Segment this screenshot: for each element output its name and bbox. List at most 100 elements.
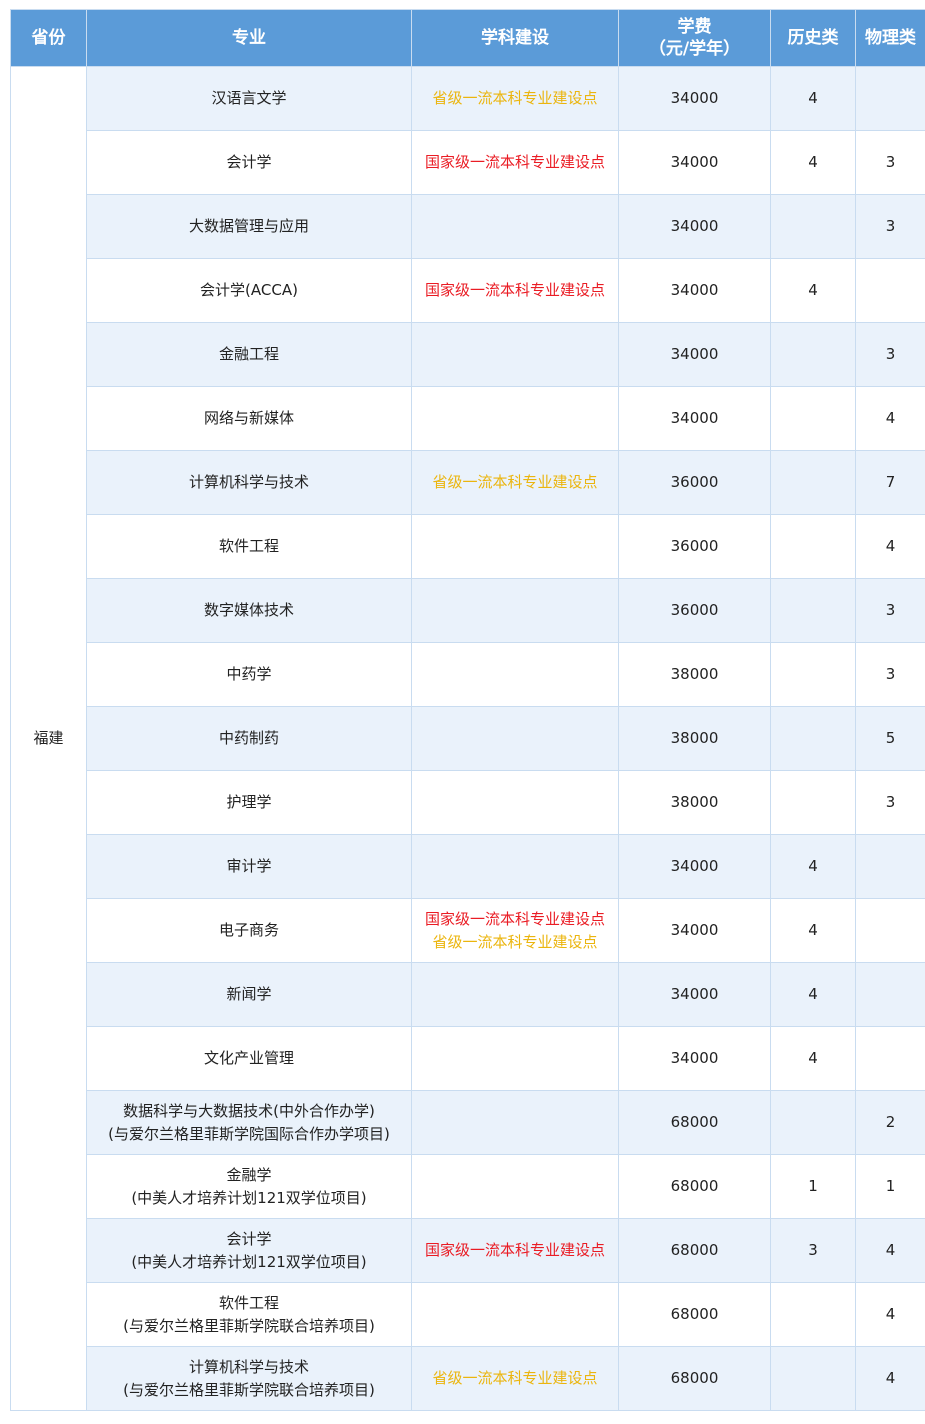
construction-text: 省级一流本科专业建设点: [432, 89, 598, 107]
table-row: 数据科学与大数据技术(中外合作办学) (与爱尔兰格里菲斯学院国际合作办学项目) 68…: [11, 1090, 925, 1155]
major-text: 审计学: [226, 857, 272, 875]
table-row: 会计学 国家级一流本科专业建设点 34000 4 3: [11, 130, 925, 195]
table-row: 中药制药 38000 5: [11, 706, 925, 771]
fee-text: 34000: [670, 921, 719, 939]
construction-cell: [411, 770, 619, 835]
physics-cell: 1: [855, 1154, 925, 1219]
major-text: 中药学: [226, 665, 272, 683]
fee-cell: 34000: [618, 322, 771, 387]
table-row: 会计学 (中美人才培养计划121双学位项目) 国家级一流本科专业建设点 68000 3 4: [11, 1218, 925, 1283]
table-row: 计算机科学与技术 (与爱尔兰格里菲斯学院联合培养项目) 省级一流本科专业建设点 680…: [11, 1346, 925, 1411]
major-cell: 软件工程 (与爱尔兰格里菲斯学院联合培养项目): [86, 1282, 412, 1347]
physics-text: 4: [885, 1369, 896, 1387]
table-row: 新闻学 34000 4: [11, 962, 925, 1027]
physics-cell: 3: [855, 578, 925, 643]
physics-text: 4: [885, 1241, 896, 1259]
construction-cell: 国家级一流本科专业建设点 省级一流本科专业建设点: [411, 898, 619, 963]
fee-text: 34000: [670, 985, 719, 1003]
construction-cell: [411, 386, 619, 451]
major-cell: 中药学: [86, 642, 412, 707]
major-cell: 电子商务: [86, 898, 412, 963]
construction-text: 国家级一流本科专业建设点: [424, 909, 605, 928]
table-row: 金融工程 34000 3: [11, 322, 925, 387]
table-row: 会计学(ACCA) 国家级一流本科专业建设点 34000 4: [11, 258, 925, 323]
physics-text: 3: [885, 345, 896, 363]
fee-cell: 36000: [618, 578, 771, 643]
history-text: 4: [808, 921, 818, 939]
header-cell: 学费 （元/学年）: [618, 9, 771, 67]
major-cell: 金融工程: [86, 322, 412, 387]
major-text: 会计学: [226, 1229, 272, 1248]
history-cell: 4: [770, 834, 856, 899]
major-text: (与爱尔兰格里菲斯学院国际合作办学项目): [108, 1124, 390, 1143]
physics-cell: 4: [855, 1218, 925, 1283]
construction-cell: [411, 1026, 619, 1091]
major-cell: 新闻学: [86, 962, 412, 1027]
physics-cell: 5: [855, 706, 925, 771]
fee-cell: 38000: [618, 706, 771, 771]
construction-cell: [411, 962, 619, 1027]
major-cell: 中药制药: [86, 706, 412, 771]
table-row: 金融学 (中美人才培养计划121双学位项目) 68000 1 1: [11, 1154, 925, 1219]
fee-cell: 68000: [618, 1090, 771, 1155]
physics-cell: 3: [855, 322, 925, 387]
major-cell: 金融学 (中美人才培养计划121双学位项目): [86, 1154, 412, 1219]
history-text: 4: [808, 89, 818, 107]
fee-text: 36000: [670, 601, 719, 619]
table-row: 数字媒体技术 36000 3: [11, 578, 925, 643]
fee-text: 38000: [670, 793, 719, 811]
physics-cell: 3: [855, 770, 925, 835]
major-cell: 汉语言文学: [86, 66, 412, 131]
history-cell: [770, 514, 856, 579]
construction-cell: [411, 322, 619, 387]
major-text: 计算机科学与技术: [188, 1357, 309, 1376]
major-text: 软件工程: [218, 537, 279, 555]
construction-cell: [411, 578, 619, 643]
major-text: 数据科学与大数据技术(中外合作办学): [123, 1101, 375, 1120]
history-cell: 4: [770, 1026, 856, 1091]
construction-cell: 国家级一流本科专业建设点: [411, 1218, 619, 1283]
fee-cell: 34000: [618, 66, 771, 131]
construction-text: 国家级一流本科专业建设点: [424, 281, 605, 299]
major-cell: 数字媒体技术: [86, 578, 412, 643]
history-cell: [770, 706, 856, 771]
header-cell: 省份: [10, 9, 87, 67]
fee-cell: 38000: [618, 642, 771, 707]
fee-text: 34000: [670, 857, 719, 875]
physics-text: 4: [885, 409, 896, 427]
physics-cell: 7: [855, 450, 925, 515]
header-text: 学科建设: [481, 28, 549, 48]
table-row: 网络与新媒体 34000 4: [11, 386, 925, 451]
construction-cell: [411, 1154, 619, 1219]
fee-table: 省份 专业 学科建设 学费 （元/学年） 历史类 物理类 福建 汉语言文学 省级一流本科专业建设…: [10, 9, 925, 1411]
major-text: 中药制药: [218, 729, 279, 747]
history-cell: 4: [770, 258, 856, 323]
fee-cell: 68000: [618, 1282, 771, 1347]
table-row: 大数据管理与应用 34000 3: [11, 194, 925, 259]
physics-cell: 3: [855, 130, 925, 195]
physics-cell: [855, 1026, 925, 1091]
province-text: 福建: [33, 729, 64, 747]
history-text: 4: [808, 857, 818, 875]
physics-text: 4: [885, 1305, 896, 1323]
physics-text: 3: [885, 601, 896, 619]
major-cell: 计算机科学与技术: [86, 450, 412, 515]
fee-text: 38000: [670, 665, 719, 683]
fee-cell: 34000: [618, 258, 771, 323]
major-text: (中美人才培养计划121双学位项目): [131, 1188, 367, 1207]
major-cell: 会计学: [86, 130, 412, 195]
major-cell: 文化产业管理: [86, 1026, 412, 1091]
construction-cell: 国家级一流本科专业建设点: [411, 130, 619, 195]
physics-cell: [855, 66, 925, 131]
header-cell: 专业: [86, 9, 412, 67]
construction-cell: [411, 1090, 619, 1155]
construction-cell: [411, 834, 619, 899]
construction-text: 省级一流本科专业建设点: [432, 1369, 598, 1387]
history-cell: [770, 578, 856, 643]
fee-text: 68000: [670, 1305, 719, 1323]
physics-text: 4: [885, 537, 896, 555]
fee-cell: 34000: [618, 962, 771, 1027]
major-text: 金融工程: [218, 345, 279, 363]
header-text: 物理类: [865, 28, 916, 48]
